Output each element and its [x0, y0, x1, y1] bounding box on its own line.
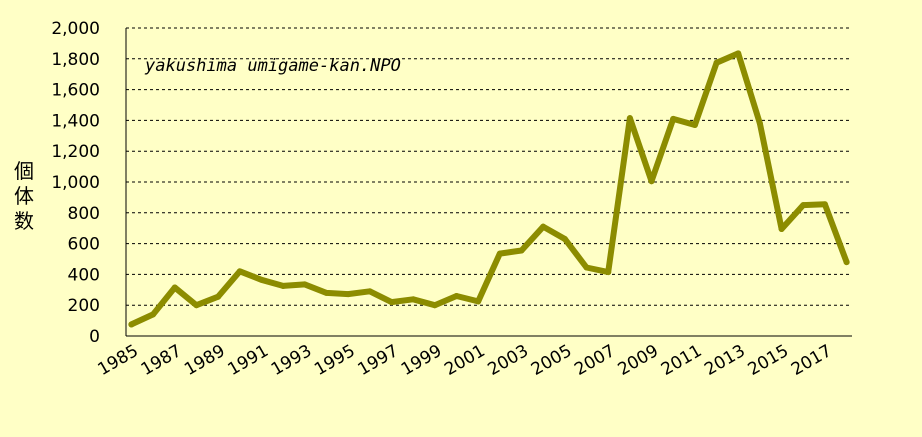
x-tick-label: 1985 — [94, 341, 141, 380]
data-point — [280, 282, 287, 289]
data-point — [366, 288, 373, 295]
data-point — [778, 225, 785, 232]
data-point — [388, 299, 395, 306]
data-point — [583, 264, 590, 271]
x-tick-label: 2005 — [528, 341, 575, 380]
data-point — [193, 302, 200, 309]
data-point — [128, 321, 135, 328]
data-point — [258, 276, 265, 283]
data-point — [691, 122, 698, 129]
x-axis-ticks: 1985198719891991199319951997199920012003… — [94, 341, 835, 380]
x-tick-label: 1995 — [311, 341, 358, 380]
y-tick-label: 0 — [89, 327, 100, 347]
axes — [125, 28, 852, 337]
y-tick-label: 1,600 — [51, 81, 100, 101]
data-point — [561, 235, 568, 242]
series-line — [128, 50, 850, 328]
data-point — [431, 302, 438, 309]
data-point — [323, 289, 330, 296]
x-tick-label: 1999 — [398, 341, 445, 380]
y-axis-label: 個体数 — [14, 159, 34, 233]
x-tick-label: 2013 — [701, 341, 748, 380]
data-point — [345, 291, 352, 298]
data-point — [496, 250, 503, 257]
y-axis-ticks: 0 200 400 600 800 1,000 1,200 1,400 1,600 1,800 2,… — [51, 19, 100, 347]
chart-annotation: yakushima umigame-kan.NPO — [144, 56, 401, 76]
x-tick-label: 1993 — [268, 341, 315, 380]
y-tick-label: 200 — [68, 296, 100, 316]
x-tick-label: 2015 — [745, 341, 792, 380]
y-axis-label-char: 数 — [14, 209, 34, 233]
y-tick-label: 1,400 — [51, 111, 100, 131]
data-point — [150, 311, 157, 318]
y-tick-label: 800 — [68, 204, 100, 224]
data-point — [453, 292, 460, 299]
data-point — [301, 281, 308, 288]
x-tick-label: 1991 — [224, 341, 271, 380]
data-point — [648, 178, 655, 185]
data-point — [800, 202, 807, 209]
y-axis-label-char: 個 — [14, 159, 34, 183]
x-tick-label: 2011 — [658, 341, 705, 380]
data-point — [171, 284, 178, 291]
x-tick-label: 2017 — [788, 341, 835, 380]
x-tick-label: 1987 — [138, 341, 185, 380]
data-point — [215, 293, 222, 300]
x-tick-label: 1989 — [181, 341, 228, 380]
y-tick-label: 1,000 — [51, 173, 100, 193]
data-point — [410, 296, 417, 303]
series — [128, 50, 850, 328]
data-point — [843, 259, 850, 266]
x-tick-label: 1997 — [355, 341, 402, 380]
data-point — [626, 115, 633, 122]
data-point — [236, 268, 243, 275]
x-tick-label: 2003 — [485, 341, 532, 380]
y-tick-label: 1,800 — [51, 50, 100, 70]
y-tick-label: 600 — [68, 235, 100, 255]
y-axis-label-char: 体 — [14, 184, 34, 208]
data-point — [605, 269, 612, 276]
data-point — [540, 223, 547, 230]
data-point — [735, 50, 742, 57]
data-point — [670, 115, 677, 122]
data-point — [821, 201, 828, 208]
x-tick-label: 2009 — [615, 341, 662, 380]
data-point — [518, 247, 525, 254]
y-tick-label: 400 — [68, 265, 100, 285]
x-tick-label: 2001 — [441, 341, 488, 380]
data-point — [756, 120, 763, 127]
data-point — [475, 298, 482, 305]
y-tick-label: 2,000 — [51, 19, 100, 39]
y-tick-label: 1,200 — [51, 142, 100, 162]
x-tick-label: 2007 — [571, 341, 618, 380]
data-point — [713, 59, 720, 66]
